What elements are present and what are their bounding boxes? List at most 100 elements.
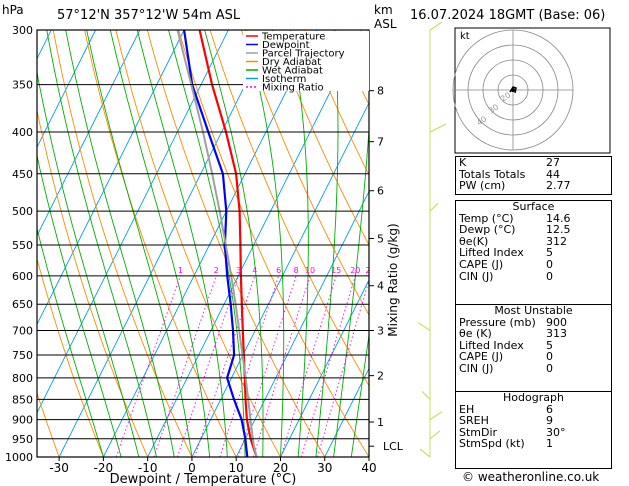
x-tick-label: -30 [49, 461, 69, 475]
km-label: km [374, 3, 393, 17]
pressure-tick-label: 950 [12, 433, 33, 446]
legend-entry: Dry Adiabat [262, 57, 321, 68]
km-tick-label: 3 [377, 325, 384, 338]
wind-barb [429, 202, 439, 212]
pressure-tick-label: 300 [12, 24, 33, 37]
copyright-text: © weatheronline.co.uk [462, 470, 600, 484]
legend-entry: Mixing Ratio [262, 83, 324, 94]
isotherm-line [102, 30, 318, 457]
x-tick-label: 30 [317, 461, 332, 475]
pressure-tick-label: 700 [12, 325, 33, 338]
wet-adiabat-line [333, 123, 369, 457]
surface-title: Surface [512, 200, 555, 213]
mixing-ratio-label: 1 [178, 266, 183, 275]
isotherm-line [37, 30, 229, 414]
km-tick-label: 6 [377, 185, 384, 198]
km-tick-label: 1 [377, 416, 384, 429]
mixing-ratio-label: 10 [305, 266, 315, 275]
surface-cin-row: CIN (J) 0 [459, 269, 553, 283]
isotherm-line [0, 30, 7, 457]
pressure-tick-label: 800 [12, 372, 33, 385]
mixing-ratio-line [300, 275, 356, 457]
station-location: 57°12'N 357°12'W 54m ASL [57, 8, 241, 23]
wind-barb [429, 21, 443, 31]
pressure-tick-label: 500 [12, 205, 33, 218]
most-unstable-title: Most Unstable [494, 304, 573, 317]
isotherm-line [58, 30, 274, 457]
pressure-tick-label: 400 [12, 126, 33, 139]
km-tick-label: 5 [377, 232, 384, 245]
indices-table: K 27 Totals Totals 44 PW (cm) 2.77 [455, 156, 612, 195]
asl-label: ASL [374, 17, 397, 31]
legend-entry: Dewpoint [262, 40, 310, 51]
pressure-tick-label: 850 [12, 393, 33, 406]
wet-adiabat-line [315, 30, 339, 457]
legend-entry: Temperature [261, 32, 325, 43]
pressure-tick-label: 1000 [5, 451, 33, 464]
surface-table: Surface Temp (°C) 14.6 Dewp (°C) 12.5 θe(K… [455, 200, 612, 306]
isotherm-line [191, 101, 369, 457]
x-tick-label: 10 [229, 461, 244, 475]
dry-adiabat-line [178, 30, 369, 457]
hodograph-frame [454, 27, 611, 154]
mixing-ratio-label: 4 [252, 266, 257, 275]
mixing-ratio-line [280, 275, 337, 457]
index-row-k: K 27 [459, 156, 560, 169]
isotherm-line [235, 190, 369, 457]
mixing-ratio-label: 2 [214, 266, 219, 275]
legend-entry: Isotherm [262, 74, 306, 85]
surface-dewp-row: Dewp (°C) 12.5 [459, 223, 571, 237]
wind-barb [417, 322, 431, 332]
legend-background [243, 31, 369, 91]
mixing-ratio-label: 8 [294, 266, 299, 275]
mixing-ratio-line [153, 275, 217, 457]
wet-adiabat-line [350, 332, 369, 457]
pressure-unit-label: hPa [2, 3, 24, 17]
hodo-eh-row: EH 6 [459, 402, 553, 416]
index-row-totals: Totals Totals 44 [459, 167, 560, 181]
mu-cin-row: CIN (J) 0 [459, 361, 553, 375]
mixing-ratio-label: 15 [331, 266, 341, 275]
wind-barb [429, 123, 447, 133]
forecast-datetime: 16.07.2024 18GMT (Base: 06) [410, 8, 606, 23]
mixing-ratio-label: 25 [365, 266, 375, 275]
hodograph-table: Hodograph EH 6 SREH 9 StmDir 30° StmSpd (kt… [455, 391, 612, 469]
mu-li-row: Lifted Index 5 [459, 338, 553, 352]
series-parcel-trajectory [176, 30, 258, 457]
plot-frame [36, 29, 370, 458]
dry-adiabat-line [303, 30, 369, 176]
x-tick-label: -20 [94, 461, 114, 475]
x-tick-label: 0 [188, 461, 196, 475]
surface-thetae-row: θe(K) 312 [459, 234, 567, 248]
lcl-label: LCL [383, 440, 404, 453]
wind-barb [429, 411, 443, 421]
legend-entry: Wet Adiabat [262, 66, 323, 77]
dry-adiabat-line [37, 391, 60, 457]
km-tick-label: 7 [377, 136, 384, 149]
dry-adiabat-line [240, 30, 369, 316]
hodo-sreh-row: SREH 9 [459, 414, 553, 428]
km-tick-label: 8 [377, 85, 384, 98]
pressure-tick-label: 900 [12, 414, 33, 427]
most-unstable-table: Most Unstable Pressure (mb) 900 θe (K) 313… [455, 304, 612, 393]
x-axis-label: Dewpoint / Temperature (°C) [110, 472, 297, 486]
mixing-ratio-label: 6 [276, 266, 281, 275]
hodo-stmdir-row: StmDir 30° [459, 425, 566, 439]
isotherm-line [280, 278, 369, 457]
mu-thetae-row: θe (K) 313 [459, 327, 567, 341]
isotherm-line [37, 30, 141, 237]
hodograph-unit-label: kt [460, 31, 470, 42]
surface-li-row: Lifted Index 5 [459, 246, 553, 260]
dry-adiabat-line [272, 30, 369, 246]
mixing-ratio-line [317, 279, 369, 457]
mu-pressure-row: Pressure (mb) 900 [459, 315, 567, 329]
wind-barb [419, 448, 431, 458]
km-tick-label: 4 [377, 280, 384, 293]
mixing-ratio-axis-label: Mixing Ratio (g/kg) [386, 223, 400, 336]
wind-barb [429, 430, 441, 440]
pressure-tick-label: 450 [12, 168, 33, 181]
pressure-tick-label: 600 [12, 270, 33, 283]
